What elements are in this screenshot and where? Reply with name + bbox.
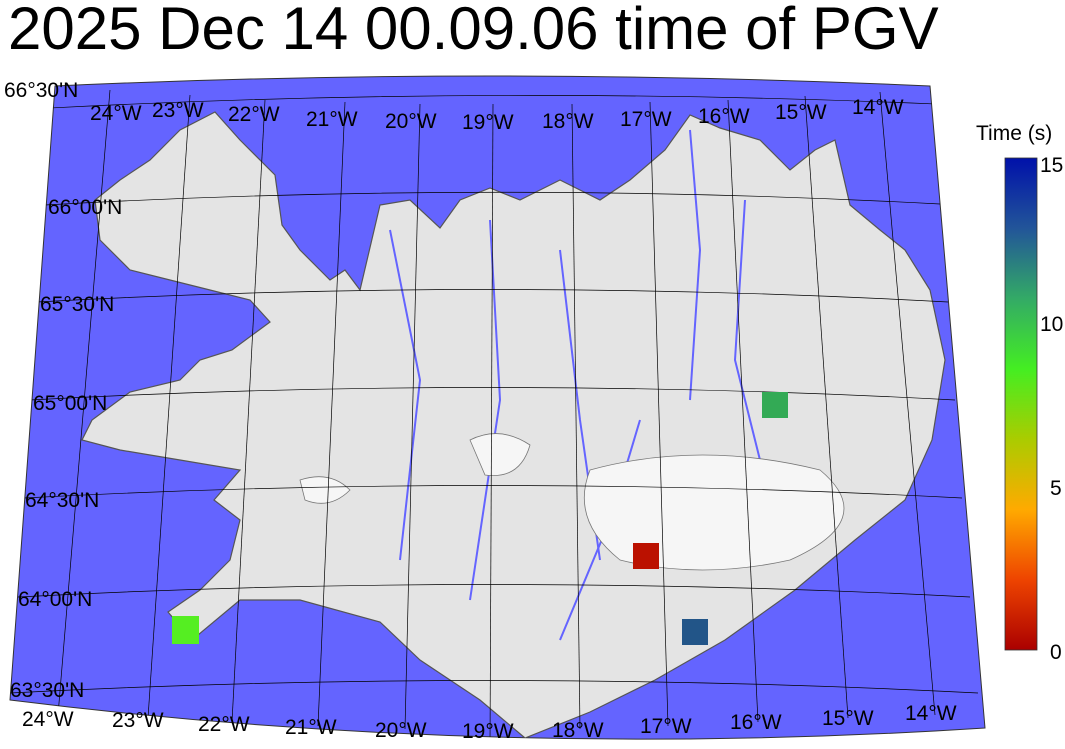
longitude-label: 19°W: [462, 720, 514, 743]
longitude-label: 18°W: [552, 719, 604, 742]
ice-caps: [299, 433, 845, 571]
longitude-label: 20°W: [385, 110, 437, 133]
colorbar-bar: [1004, 157, 1038, 651]
station-marker[interactable]: [762, 392, 788, 418]
longitude-label: 15°W: [822, 707, 874, 730]
longitude-label: 14°W: [852, 96, 904, 119]
longitude-label: 21°W: [285, 716, 337, 739]
colorbar-tick: 5: [1050, 477, 1062, 500]
top-longitude-labels: 24°W 23°W 22°W 21°W 20°W 19°W 18°W 17°W 16°W 15°W…: [90, 96, 904, 134]
map-title: 2025 Dec 14 00.09.06 time of PGV: [8, 0, 939, 62]
longitude-label: 22°W: [228, 103, 280, 126]
longitude-label: 16°W: [730, 711, 782, 734]
colorbar-tick: 0: [1050, 641, 1062, 664]
longitude-label: 23°W: [152, 99, 204, 122]
iceland-landmass: [81, 111, 946, 739]
longitude-label: 20°W: [375, 719, 427, 742]
station-marker[interactable]: [682, 619, 708, 645]
latitude-label: 65°00'N: [33, 392, 107, 415]
graticule: [10, 89, 979, 740]
colorbar: Time (s) 15 10 5 0: [976, 122, 1063, 664]
latitude-label: 66°00'N: [48, 196, 122, 219]
longitude-label: 23°W: [112, 709, 164, 732]
colorbar-tick: 15: [1040, 154, 1063, 177]
latitude-label: 66°30'N: [4, 79, 78, 102]
latitude-labels: 66°30'N 66°00'N 65°30'N 65°00'N 64°30'N 64°00…: [4, 79, 122, 702]
longitude-label: 16°W: [698, 105, 750, 128]
longitude-label: 17°W: [620, 108, 672, 131]
station-markers: [172, 392, 788, 645]
longitude-label: 19°W: [462, 111, 514, 134]
longitude-label: 21°W: [306, 108, 358, 131]
station-marker[interactable]: [633, 543, 659, 569]
longitude-label: 24°W: [90, 102, 142, 125]
station-marker[interactable]: [172, 616, 199, 644]
bottom-longitude-labels: 24°W 23°W 22°W 21°W 20°W 19°W 18°W 17°W 16°W 15°W…: [22, 702, 957, 743]
latitude-label: 64°30'N: [25, 489, 99, 512]
longitude-label: 15°W: [775, 101, 827, 124]
longitude-label: 17°W: [640, 715, 692, 738]
longitude-label: 18°W: [542, 110, 594, 133]
longitude-label: 24°W: [22, 708, 74, 731]
colorbar-tick: 10: [1040, 313, 1063, 336]
colorbar-title: Time (s): [976, 122, 1052, 145]
latitude-label: 64°00'N: [18, 588, 92, 611]
longitude-label: 14°W: [905, 702, 957, 725]
latitude-label: 63°30'N: [10, 679, 84, 702]
latitude-label: 65°30'N: [40, 293, 114, 316]
longitude-label: 22°W: [198, 713, 250, 736]
